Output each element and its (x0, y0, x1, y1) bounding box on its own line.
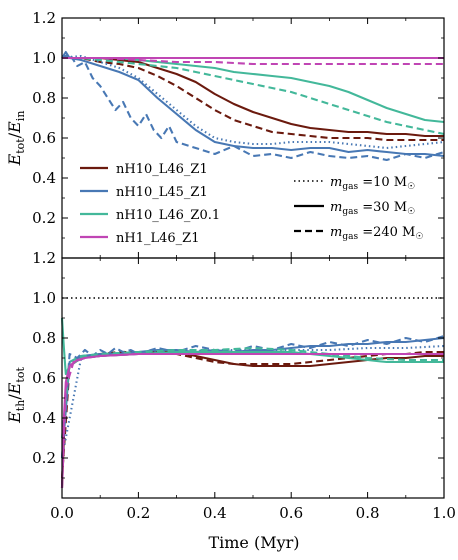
y-tick-label: 1.0 (32, 49, 56, 67)
legend-resolution: mgas =10 M☉ mgas =30 M☉ mgas =240 M☉ (294, 175, 423, 242)
y-tick-label: 0.8 (32, 89, 56, 107)
legend-label: nH10_L45_Z1 (116, 185, 208, 200)
top-panel: 0.2 0.4 0.6 0.8 1.0 1.2 (32, 9, 445, 259)
x-tick-label: 0.2 (126, 504, 150, 522)
bottom-panel: 0.2 0.4 0.6 0.8 1.0 1.2 0.0 0.2 0.4 0.6 0.8 1.0 (32, 249, 456, 522)
legend-label-mgas30: mgas =30 M☉ (330, 200, 415, 217)
y-tick-label: 0.4 (32, 169, 56, 187)
y-tick-label: 1.0 (32, 289, 56, 307)
legend-label-mgas10: mgas =10 M☉ (330, 175, 415, 192)
bottom-y-axis-label: Eth/Etot (5, 367, 27, 424)
series-line-nH10_L46_Z1-dashed (62, 56, 444, 142)
x-axis-label: Time (Myr) (208, 533, 299, 552)
legend-label: nH10_L46_Z1 (116, 162, 208, 177)
y-tick-label: 0.4 (32, 409, 56, 427)
x-tick-label: 0.6 (279, 504, 303, 522)
legend-label: nH1_L46_Z1 (116, 231, 199, 246)
y-tick-label: 0.6 (32, 129, 56, 147)
series-line-nH10_L46_Z0.1-dashed (60, 346, 444, 439)
series-line-nH10_L46_Z1-solid (60, 350, 444, 489)
x-tick-label: 0.4 (203, 504, 227, 522)
y-tick-label: 0.2 (32, 209, 56, 227)
legend-runs: nH10_L46_Z1 nH10_L45_Z1 nH10_L46_Z0.1 nH… (80, 162, 220, 246)
series-line-nH10_L45_Z1-dotted (61, 54, 445, 150)
series-line-nH10_L46_Z1-solid (62, 56, 444, 138)
plot-frame (61, 257, 445, 499)
legend-label-mgas240: mgas =240 M☉ (330, 225, 423, 242)
series-line-nH10_L46_Z0.1-dashed (62, 56, 445, 136)
x-tick-label: 0.0 (50, 504, 74, 522)
series-line-nH10_L46_Z1-dashed (60, 350, 444, 479)
y-tick-label: 0.6 (32, 369, 56, 387)
series-line-nH10_L45_Z1-dashed (61, 52, 445, 162)
top-y-axis-label: Etot/Ein (5, 111, 27, 167)
series-line-nH1_L46_Z1-dashed (60, 352, 444, 489)
x-tick-label: 0.8 (356, 504, 380, 522)
y-tick-label: 0.2 (32, 449, 56, 467)
y-tick-label: 1.2 (32, 249, 56, 267)
y-tick-label: 0.8 (32, 329, 56, 347)
legend-label: nH10_L46_Z0.1 (116, 208, 220, 223)
series-line-nH1_L46_Z1-dashed (62, 56, 444, 66)
y-tick-label: 1.2 (32, 9, 56, 27)
x-tick-label: 1.0 (432, 504, 456, 522)
series-line-nH1_L46_Z1-solid (60, 352, 444, 489)
